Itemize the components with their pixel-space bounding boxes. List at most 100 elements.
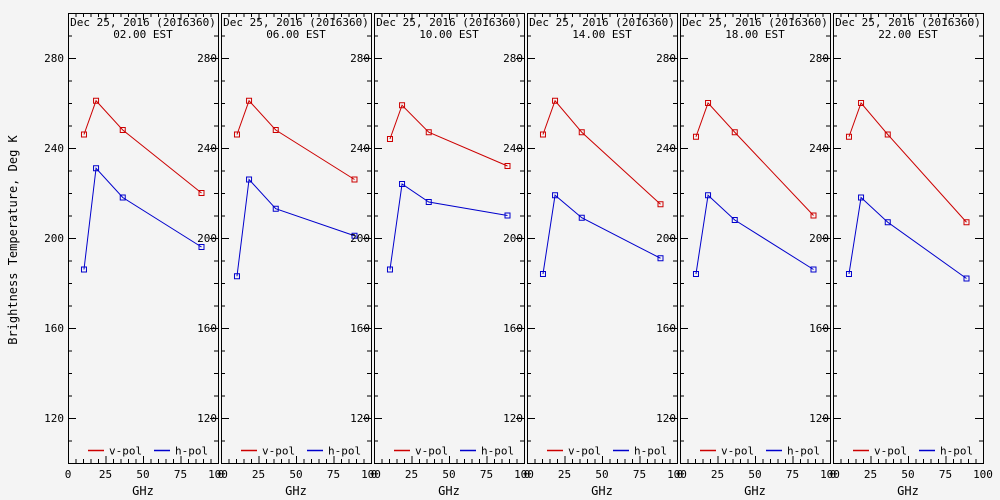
marker-v-pol [578, 129, 585, 136]
panel-border [527, 13, 678, 464]
legend-label-h-pol: h-pol [481, 445, 514, 458]
panel-title-date: Dec 25, 2016 (2016360) [70, 16, 216, 29]
x-axis-unit-label: GHz [591, 484, 613, 498]
marker-v-pol [386, 136, 393, 142]
y-tick-label: 160 [656, 322, 676, 335]
y-tick-label: 160 [197, 322, 217, 335]
marker-h-pol [119, 194, 126, 201]
x-tick-label: 25 [99, 468, 112, 481]
marker-h-pol [552, 192, 559, 199]
x-tick-label: 0 [218, 468, 225, 481]
x-tick-label: 100 [208, 468, 228, 481]
y-tick-label: 280 [656, 52, 676, 65]
y-tick-label: 280 [809, 52, 829, 65]
marker-h-pol [858, 194, 865, 201]
marker-h-pol [504, 212, 511, 219]
y-tick-label: 200 [350, 232, 370, 245]
marker-v-pol [272, 127, 279, 133]
y-tick-label: 200 [809, 232, 829, 245]
y-tick-label: 160 [44, 322, 64, 335]
panel-border [68, 13, 219, 464]
y-tick-label: 160 [503, 322, 523, 335]
series-line-h-pol [236, 178, 355, 277]
x-tick-label: 75 [480, 468, 493, 481]
x-tick-label: 100 [667, 468, 687, 481]
series-line-h-pol [542, 194, 661, 275]
x-tick-label: 75 [939, 468, 952, 481]
y-tick-label: 240 [44, 142, 64, 155]
marker-v-pol [858, 100, 865, 106]
marker-h-pol [963, 275, 970, 282]
legend-label-h-pol: h-pol [940, 445, 973, 458]
marker-v-pol [845, 133, 852, 140]
series-line-v-pol [389, 104, 508, 167]
panel-border [221, 13, 372, 464]
marker-h-pol [272, 205, 279, 212]
x-tick-label: 50 [901, 468, 914, 481]
x-tick-label: 25 [405, 468, 418, 481]
x-tick-label: 75 [786, 468, 799, 481]
series-line-h-pol [848, 196, 967, 279]
panel-title-date: Dec 25, 2016 (2016360) [376, 16, 522, 29]
y-tick-label: 200 [503, 232, 523, 245]
y-tick-label: 240 [503, 142, 523, 155]
panel-border [680, 13, 831, 464]
marker-v-pol [399, 102, 406, 109]
panel-title-date: Dec 25, 2016 (2016360) [529, 16, 675, 29]
legend-label-h-pol: h-pol [175, 445, 208, 458]
y-tick-label: 160 [350, 322, 370, 335]
y-tick-label: 280 [197, 52, 217, 65]
marker-v-pol [731, 129, 738, 136]
marker-v-pol [692, 133, 699, 140]
marker-v-pol [425, 129, 432, 136]
legend-label-v-pol: v-pol [262, 445, 295, 458]
y-tick-label: 280 [350, 52, 370, 65]
y-tick-label: 200 [656, 232, 676, 245]
marker-v-pol [198, 190, 205, 196]
marker-h-pol [386, 266, 393, 273]
panel-title-time: 14.00 EST [572, 28, 632, 41]
panel-border [833, 13, 984, 464]
marker-v-pol [119, 127, 126, 133]
series-line-v-pol [542, 99, 661, 205]
marker-h-pol [80, 266, 87, 273]
marker-h-pol [425, 199, 432, 205]
y-tick-label: 240 [809, 142, 829, 155]
legend-label-v-pol: v-pol [721, 445, 754, 458]
x-tick-label: 25 [864, 468, 877, 481]
series-line-h-pol [389, 183, 508, 270]
marker-v-pol [351, 176, 358, 183]
legend-label-v-pol: v-pol [415, 445, 448, 458]
marker-h-pol [539, 271, 546, 277]
panel-border [374, 13, 525, 464]
x-axis-unit-label: GHz [744, 484, 766, 498]
marker-h-pol [705, 192, 712, 199]
y-tick-label: 240 [197, 142, 217, 155]
marker-h-pol [731, 217, 738, 223]
marker-h-pol [845, 271, 852, 277]
marker-v-pol [884, 131, 891, 138]
series-line-v-pol [83, 99, 202, 194]
series-line-h-pol [695, 194, 814, 275]
x-tick-label: 50 [748, 468, 761, 481]
marker-h-pol [399, 181, 406, 187]
marker-v-pol [705, 100, 712, 106]
marker-h-pol [692, 271, 699, 277]
y-tick-label: 120 [350, 412, 370, 425]
marker-h-pol [578, 214, 585, 221]
x-tick-label: 0 [371, 468, 378, 481]
panel-title-date: Dec 25, 2016 (2016360) [682, 16, 828, 29]
x-tick-label: 25 [711, 468, 724, 481]
marker-v-pol [504, 163, 511, 169]
panel-title-time: 18.00 EST [725, 28, 785, 41]
x-tick-label: 25 [558, 468, 571, 481]
series-line-v-pol [848, 102, 967, 223]
x-axis-unit-label: GHz [285, 484, 307, 498]
x-axis-unit-label: GHz [438, 484, 460, 498]
y-tick-label: 120 [809, 412, 829, 425]
x-tick-label: 0 [524, 468, 531, 481]
y-tick-label: 120 [656, 412, 676, 425]
series-line-v-pol [236, 99, 355, 180]
panel-title-date: Dec 25, 2016 (2016360) [835, 16, 981, 29]
